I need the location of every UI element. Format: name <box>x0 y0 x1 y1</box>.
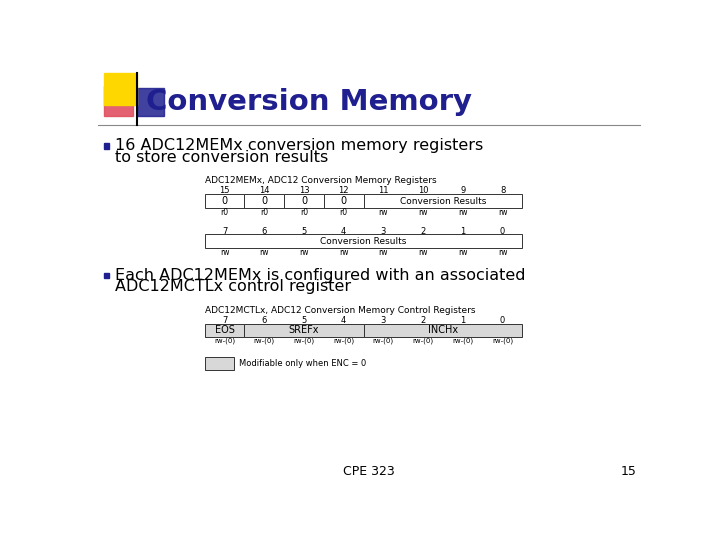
Text: rw-(0): rw-(0) <box>413 338 433 344</box>
Text: 10: 10 <box>418 186 428 195</box>
Text: r0: r0 <box>260 208 269 217</box>
Text: 3: 3 <box>381 226 386 235</box>
Text: ADC12MCTLx control register: ADC12MCTLx control register <box>114 279 351 294</box>
Text: to store conversion results: to store conversion results <box>114 150 328 165</box>
Bar <box>104 86 133 116</box>
Text: 0: 0 <box>261 196 267 206</box>
Text: ADC12MCTLx, ADC12 Conversion Memory Control Registers: ADC12MCTLx, ADC12 Conversion Memory Cont… <box>204 306 475 315</box>
Text: 15: 15 <box>621 465 636 478</box>
Text: 0: 0 <box>500 226 505 235</box>
Text: 2: 2 <box>420 226 426 235</box>
Text: rw-(0): rw-(0) <box>452 338 474 344</box>
Text: r0: r0 <box>300 208 308 217</box>
Text: 12: 12 <box>338 186 349 195</box>
Bar <box>204 357 234 370</box>
Text: 4: 4 <box>341 316 346 325</box>
Text: 0: 0 <box>500 316 505 325</box>
Bar <box>364 194 523 208</box>
Bar <box>364 323 523 338</box>
Bar <box>284 194 324 208</box>
Text: 7: 7 <box>222 226 228 235</box>
Bar <box>204 234 523 248</box>
Text: CPE 323: CPE 323 <box>343 465 395 478</box>
Text: rw: rw <box>498 248 508 257</box>
Text: rw: rw <box>418 248 428 257</box>
Text: 11: 11 <box>378 186 389 195</box>
Text: rw: rw <box>458 248 467 257</box>
Bar <box>204 323 244 338</box>
Text: rw-(0): rw-(0) <box>294 338 315 344</box>
Text: 1: 1 <box>460 226 466 235</box>
Text: 6: 6 <box>261 226 267 235</box>
Text: rw-(0): rw-(0) <box>253 338 275 344</box>
Text: 7: 7 <box>222 316 228 325</box>
Text: rw: rw <box>379 248 388 257</box>
Bar <box>104 143 109 148</box>
Bar <box>137 88 164 116</box>
Text: 13: 13 <box>299 186 310 195</box>
Text: rw-(0): rw-(0) <box>214 338 235 344</box>
Text: rw: rw <box>300 248 309 257</box>
Text: 8: 8 <box>500 186 505 195</box>
Bar <box>244 194 284 208</box>
Text: 0: 0 <box>341 196 347 206</box>
Text: rw-(0): rw-(0) <box>333 338 354 344</box>
Bar <box>104 273 109 278</box>
Text: r0: r0 <box>340 208 348 217</box>
Text: Conversion Memory: Conversion Memory <box>145 88 472 116</box>
Text: rw: rw <box>259 248 269 257</box>
Text: Conversion Results: Conversion Results <box>320 237 407 246</box>
Text: Modifiable only when ENC = 0: Modifiable only when ENC = 0 <box>239 359 366 368</box>
Text: rw: rw <box>379 208 388 217</box>
Text: 5: 5 <box>302 226 307 235</box>
Text: Each ADC12MEMx is configured with an associated: Each ADC12MEMx is configured with an ass… <box>114 267 526 282</box>
Bar <box>324 194 364 208</box>
Bar <box>244 323 364 338</box>
Text: SREFx: SREFx <box>289 326 319 335</box>
Text: EOS: EOS <box>215 326 235 335</box>
Bar <box>104 72 137 105</box>
Text: 2: 2 <box>420 316 426 325</box>
Text: INCHx: INCHx <box>428 326 458 335</box>
Text: 9: 9 <box>460 186 466 195</box>
Text: 14: 14 <box>259 186 269 195</box>
Text: rw: rw <box>418 208 428 217</box>
Text: 6: 6 <box>261 316 267 325</box>
Text: 1: 1 <box>460 316 466 325</box>
Text: Conversion Results: Conversion Results <box>400 197 486 206</box>
Text: 4: 4 <box>341 226 346 235</box>
Text: rw: rw <box>339 248 348 257</box>
Text: 16 ADC12MEMx conversion memory registers: 16 ADC12MEMx conversion memory registers <box>114 138 483 153</box>
Text: 15: 15 <box>220 186 230 195</box>
Text: ADC12MEMx, ADC12 Conversion Memory Registers: ADC12MEMx, ADC12 Conversion Memory Regis… <box>204 177 436 185</box>
Text: rw: rw <box>498 208 508 217</box>
Text: rw-(0): rw-(0) <box>492 338 513 344</box>
Text: rw: rw <box>220 248 229 257</box>
Text: 0: 0 <box>222 196 228 206</box>
Text: 3: 3 <box>381 316 386 325</box>
Text: rw: rw <box>458 208 467 217</box>
Text: r0: r0 <box>220 208 229 217</box>
Text: 5: 5 <box>302 316 307 325</box>
Bar <box>204 194 244 208</box>
Text: rw-(0): rw-(0) <box>373 338 394 344</box>
Text: 0: 0 <box>301 196 307 206</box>
